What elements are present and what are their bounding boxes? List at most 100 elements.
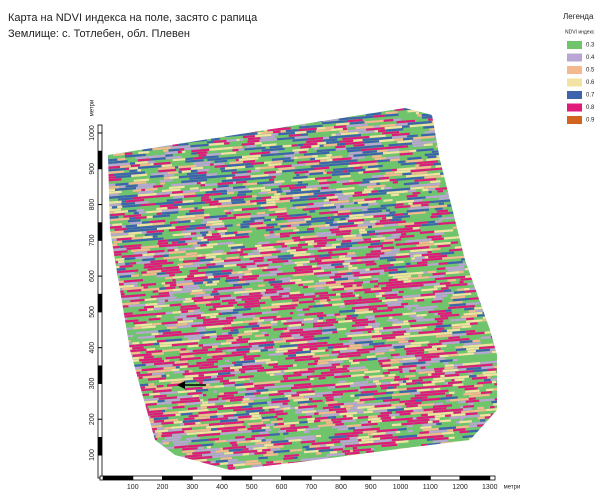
ndvi-stripe bbox=[481, 335, 488, 336]
ndvi-stripe bbox=[405, 403, 422, 404]
ndvi-stripe bbox=[232, 180, 241, 181]
ndvi-stripe bbox=[314, 203, 331, 204]
ndvi-stripe bbox=[233, 427, 246, 428]
ndvi-stripe bbox=[463, 406, 474, 407]
ndvi-stripe bbox=[156, 326, 165, 327]
ndvi-stripe bbox=[274, 341, 286, 342]
ndvi-stripe bbox=[117, 433, 133, 434]
ndvi-stripe bbox=[253, 110, 271, 111]
ndvi-stripe bbox=[355, 329, 374, 331]
ndvi-stripe bbox=[324, 379, 338, 380]
ndvi-stripe bbox=[360, 361, 379, 362]
ndvi-stripe bbox=[245, 128, 262, 129]
ndvi-stripe bbox=[463, 418, 477, 419]
ndvi-stripe bbox=[416, 190, 422, 191]
ndvi-stripe bbox=[124, 141, 133, 142]
ndvi-stripe bbox=[138, 192, 155, 193]
ndvi-stripe bbox=[435, 209, 443, 210]
ndvi-stripe bbox=[165, 437, 182, 438]
ndvi-stripe bbox=[317, 405, 328, 406]
ndvi-stripe bbox=[147, 231, 159, 232]
ndvi-stripe bbox=[235, 204, 253, 205]
ndvi-stripe bbox=[197, 313, 204, 314]
ndvi-stripe bbox=[344, 205, 362, 206]
ndvi-stripe bbox=[244, 421, 261, 422]
ndvi-stripe bbox=[229, 240, 243, 241]
ndvi-stripe bbox=[295, 117, 308, 118]
ndvi-stripe bbox=[333, 132, 340, 133]
ndvi-stripe bbox=[142, 149, 152, 150]
ndvi-stripe bbox=[282, 281, 289, 282]
ndvi-stripe bbox=[374, 100, 390, 101]
ndvi-stripe bbox=[377, 358, 387, 359]
ndvi-stripe bbox=[234, 365, 242, 366]
ndvi-stripe bbox=[217, 173, 232, 174]
ndvi-stripe bbox=[172, 192, 183, 193]
ndvi-stripe bbox=[222, 125, 237, 126]
ndvi-stripe bbox=[142, 439, 157, 440]
ndvi-stripe bbox=[241, 259, 250, 260]
ndvi-stripe bbox=[122, 143, 133, 144]
ndvi-stripe bbox=[116, 314, 124, 315]
ndvi-stripe bbox=[215, 403, 234, 404]
ndvi-stripe bbox=[319, 412, 337, 413]
ndvi-stripe bbox=[440, 186, 448, 187]
ndvi-stripe bbox=[238, 282, 246, 283]
ndvi-stripe bbox=[233, 431, 252, 433]
ndvi-stripe bbox=[105, 407, 121, 408]
ndvi-stripe bbox=[244, 306, 260, 307]
ndvi-stripe bbox=[322, 330, 337, 331]
ndvi-stripe bbox=[426, 212, 437, 213]
ndvi-stripe bbox=[250, 218, 264, 219]
ndvi-stripe bbox=[497, 419, 505, 420]
ndvi-stripe bbox=[236, 361, 255, 363]
ndvi-stripe bbox=[175, 274, 190, 275]
ndvi-stripe bbox=[274, 231, 288, 232]
ndvi-stripe bbox=[334, 126, 346, 127]
ndvi-stripe bbox=[207, 359, 223, 360]
ndvi-stripe bbox=[180, 366, 188, 367]
ndvi-stripe bbox=[161, 423, 173, 424]
ndvi-stripe bbox=[347, 367, 366, 368]
ndvi-stripe bbox=[105, 295, 115, 296]
ndvi-stripe bbox=[277, 268, 293, 269]
ndvi-stripe bbox=[330, 229, 340, 230]
ndvi-stripe bbox=[379, 202, 396, 203]
ndvi-stripe bbox=[491, 337, 498, 338]
ndvi-stripe bbox=[203, 381, 220, 382]
ndvi-stripe bbox=[198, 269, 214, 270]
ndvi-stripe bbox=[147, 411, 161, 412]
ndvi-stripe bbox=[368, 256, 380, 257]
ndvi-stripe bbox=[144, 137, 152, 138]
ndvi-stripe bbox=[146, 364, 154, 365]
ndvi-stripe bbox=[351, 363, 360, 364]
ndvi-stripe bbox=[473, 105, 488, 106]
ndvi-stripe bbox=[240, 278, 257, 279]
ndvi-stripe bbox=[445, 240, 457, 241]
ndvi-stripe bbox=[323, 205, 334, 206]
ndvi-stripe bbox=[277, 291, 290, 292]
ndvi-stripe bbox=[122, 224, 129, 225]
ndvi-stripe bbox=[156, 143, 169, 144]
ndvi-stripe bbox=[264, 320, 273, 321]
ndvi-stripe bbox=[466, 203, 477, 204]
ndvi-stripe bbox=[494, 98, 511, 99]
ndvi-stripe bbox=[242, 116, 256, 117]
ndvi-stripe bbox=[326, 197, 337, 198]
ndvi-stripe bbox=[283, 288, 290, 289]
ndvi-stripe bbox=[427, 309, 434, 310]
ndvi-stripe bbox=[312, 385, 328, 386]
ndvi-stripe bbox=[496, 288, 511, 289]
ndvi-stripe bbox=[229, 360, 240, 361]
ndvi-stripe bbox=[124, 420, 141, 421]
ndvi-stripe bbox=[262, 255, 272, 256]
ndvi-stripe bbox=[449, 187, 467, 188]
ndvi-stripe bbox=[294, 202, 308, 203]
ndvi-stripe bbox=[354, 380, 367, 381]
ndvi-stripe bbox=[283, 331, 289, 332]
ndvi-stripe bbox=[257, 235, 264, 236]
ndvi-stripe bbox=[139, 134, 156, 135]
ndvi-stripe bbox=[492, 246, 509, 247]
ndvi-stripe bbox=[281, 175, 297, 176]
ndvi-stripe bbox=[105, 449, 121, 450]
